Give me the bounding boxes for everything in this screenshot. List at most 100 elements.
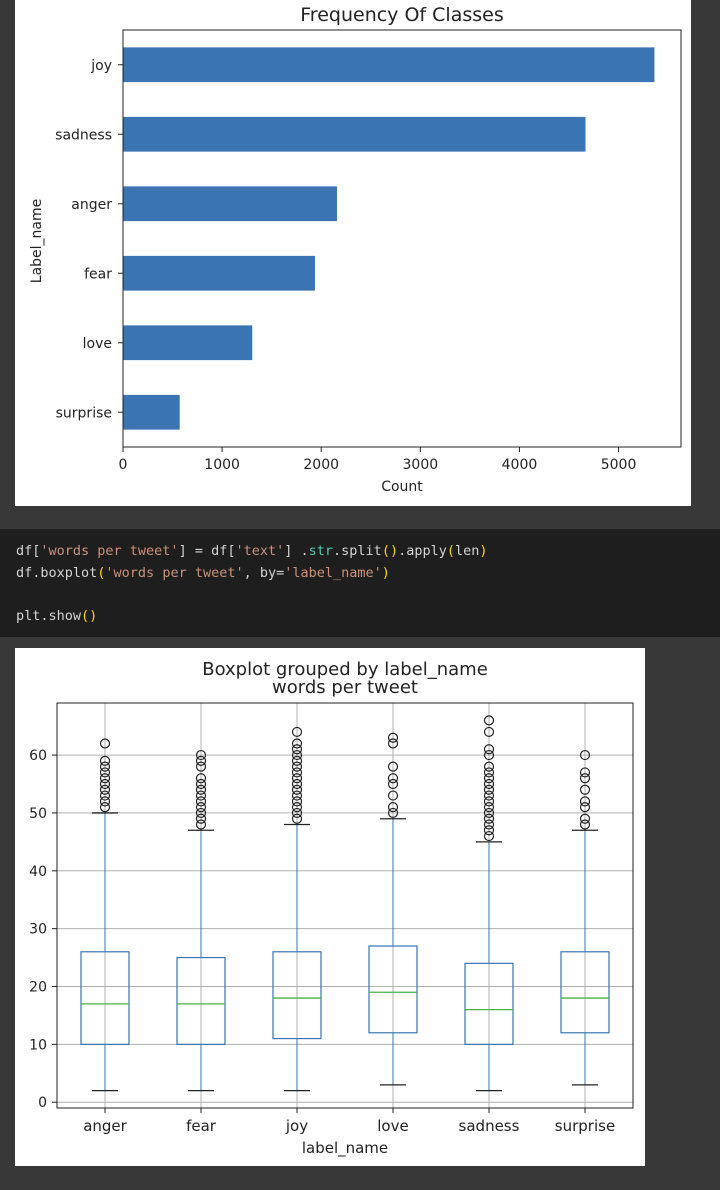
outlier-point: [195, 778, 207, 790]
outlier-point: [579, 773, 591, 784]
boxplot-panel: Boxplot grouped by label_name words per …: [15, 648, 645, 1166]
outlier-point: [195, 749, 207, 761]
outlier-point: [579, 784, 591, 795]
outlier-point: [483, 744, 495, 755]
outlier-point: [483, 761, 495, 772]
outlier-point: [291, 755, 303, 766]
outlier-point: [291, 807, 303, 819]
outlier-point: [291, 796, 303, 807]
outlier-point: [483, 726, 495, 738]
outlier-point: [483, 807, 495, 819]
boxplot-ytick-label: 40: [29, 864, 47, 880]
outlier-point: [483, 749, 495, 761]
outlier-point: [387, 732, 399, 743]
outlier-point: [483, 790, 495, 801]
bar-y-axis-label: Label_name: [29, 199, 45, 283]
outlier-point: [483, 802, 495, 813]
bar-xtick-label: 3000: [403, 457, 439, 473]
outlier-point: [291, 767, 303, 778]
box-sadness: [464, 962, 514, 1045]
outlier-point: [99, 790, 111, 801]
outlier-point: [483, 830, 495, 842]
boxplot-ytick-label: 20: [29, 980, 47, 996]
boxplot-plot-frame: [56, 702, 634, 1109]
outlier-point: [291, 726, 303, 738]
boxplot-ytick-label: 50: [29, 806, 47, 822]
bar-ytick-label-anger: anger: [71, 197, 112, 213]
bar-chart: Frequency Of Classes Count Label_name jo…: [29, 4, 682, 495]
outlier-point: [291, 778, 303, 790]
outlier-point: [291, 749, 303, 761]
code-line-2: df.boxplot('words per tweet', by='label_…: [16, 565, 390, 581]
boxplot-subtitle: words per tweet: [272, 677, 418, 698]
outlier-point: [579, 813, 591, 824]
outlier-point: [291, 784, 303, 795]
outlier-point: [99, 773, 111, 784]
bar-ytick-label-fear: fear: [84, 266, 112, 282]
outlier-point: [99, 796, 111, 807]
outlier-point: [483, 813, 495, 824]
bar-joy: [123, 47, 655, 83]
bar-sadness: [123, 116, 586, 152]
outlier-point: [387, 802, 399, 813]
bar-xtick-label: 2000: [303, 457, 339, 473]
boxplot-chart: Boxplot grouped by label_name words per …: [29, 659, 634, 1158]
boxplot-ytick-label: 60: [29, 748, 47, 764]
outlier-point: [195, 761, 207, 772]
boxplot-xtick-label-surprise: surprise: [555, 1117, 615, 1135]
boxplot-title: Boxplot grouped by label_name: [202, 659, 488, 680]
outlier-point: [483, 784, 495, 795]
bar-xtick-label: 1000: [204, 457, 240, 473]
outlier-point: [99, 802, 111, 813]
outlier-point: [387, 773, 399, 784]
outlier-point: [483, 773, 495, 784]
bar-xtick-label: 5000: [601, 457, 637, 473]
outlier-point: [291, 790, 303, 801]
boxplot-xtick-label-fear: fear: [186, 1117, 217, 1135]
bar-ytick-label-joy: joy: [90, 58, 112, 74]
code-line-4: plt.show(): [16, 608, 98, 624]
bar-x-axis-label: Count: [381, 479, 423, 495]
outlier-point: [483, 767, 495, 778]
bar-xtick-label: 0: [119, 457, 128, 473]
bar-ytick-label-surprise: surprise: [56, 405, 112, 421]
outlier-point: [291, 773, 303, 784]
outlier-point: [195, 755, 207, 766]
bar-surprise: [123, 394, 180, 430]
outlier-point: [387, 807, 399, 819]
outlier-point: [195, 790, 207, 801]
outlier-point: [387, 778, 399, 790]
outlier-point: [291, 761, 303, 772]
outlier-point: [387, 738, 399, 749]
boxplot-xtick-label-sadness: sadness: [459, 1117, 520, 1135]
outlier-point: [99, 755, 111, 766]
outlier-point: [195, 784, 207, 795]
outlier-point: [579, 767, 591, 778]
bar-ytick-label-sadness: sadness: [55, 127, 112, 143]
outlier-point: [387, 790, 399, 801]
outlier-point: [579, 749, 591, 761]
boxplot-xtick-label-love: love: [377, 1117, 408, 1135]
boxplot-ytick-label: 0: [38, 1095, 47, 1111]
outlier-point: [483, 796, 495, 807]
boxplot-ytick-label: 10: [29, 1037, 47, 1053]
boxplot-ytick-label: 30: [29, 922, 47, 938]
outlier-point: [483, 825, 495, 836]
boxplot-x-axis-label: label_name: [302, 1139, 388, 1158]
code-cell[interactable]: df['words per tweet'] = df['text'] .str.…: [0, 529, 720, 637]
box-joy: [272, 951, 322, 1040]
outlier-point: [387, 761, 399, 772]
box-anger: [80, 951, 130, 1045]
outlier-point: [291, 744, 303, 755]
outlier-point: [195, 813, 207, 824]
boxplot-xtick-label-joy: joy: [285, 1117, 308, 1135]
outlier-point: [195, 807, 207, 819]
outlier-point: [99, 778, 111, 790]
outlier-point: [483, 715, 495, 726]
outlier-point: [291, 813, 303, 824]
bar-plot-frame: [122, 29, 682, 448]
outlier-point: [483, 778, 495, 790]
outlier-point: [195, 819, 207, 830]
bar-ytick-label-love: love: [83, 336, 112, 352]
outlier-point: [579, 819, 591, 830]
